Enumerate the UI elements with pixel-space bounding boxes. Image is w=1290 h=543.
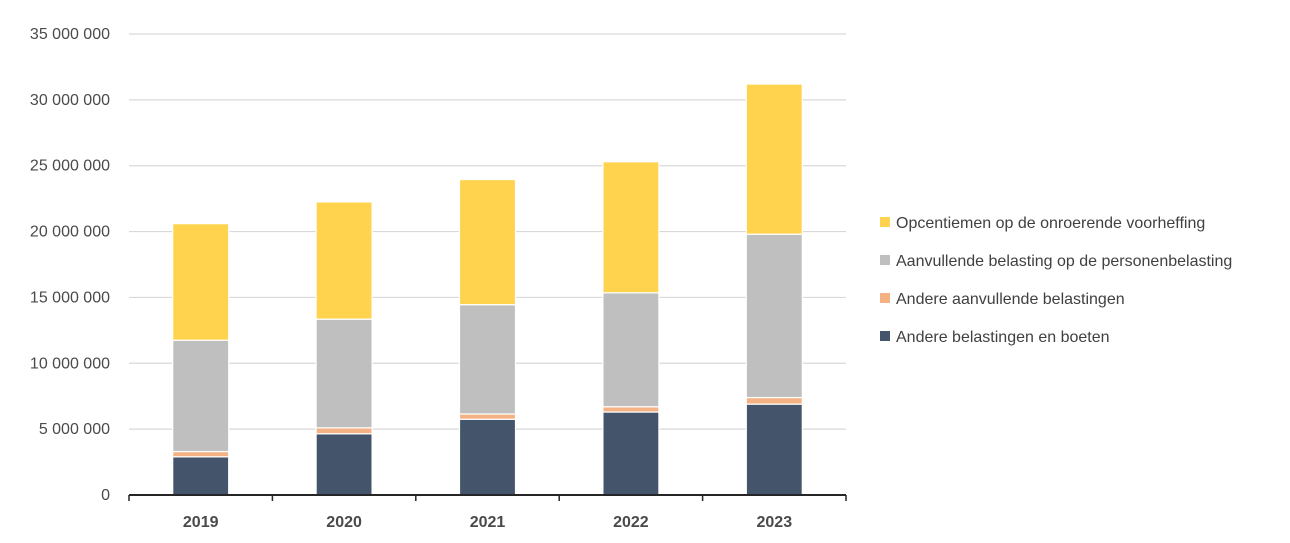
bar-segment-andere-belastingen-en-boeten-2022: [602, 411, 660, 496]
bar-segment-aanvullende-belasting-op-de-personenbelasting-2020: [315, 318, 373, 429]
bar-segment-opcentiemen-op-de-onroerende-voorheffing-2023: [745, 83, 803, 235]
bar-segment-andere-belastingen-en-boeten-2021: [458, 418, 517, 496]
bar-segment-aanvullende-belasting-op-de-personenbelasting-2019: [172, 339, 230, 453]
y-tick-label: 35 000 000: [30, 26, 110, 43]
bars: [172, 83, 803, 496]
x-tick-label: 2021: [470, 514, 506, 531]
legend-label-aanvullende-belasting-op-de-personenbelasting: Aanvullende belasting op de personenbela…: [896, 253, 1232, 270]
y-tick-label: 30 000 000: [30, 92, 110, 109]
y-tick-label: 10 000 000: [30, 355, 110, 372]
legend-swatch-andere-aanvullende-belastingen: [880, 293, 890, 303]
y-tick-label: 20 000 000: [30, 224, 110, 241]
x-tick-label: 2022: [613, 514, 649, 531]
bar-segment-opcentiemen-op-de-onroerende-voorheffing-2022: [602, 161, 660, 294]
y-tick-label: 15 000 000: [30, 289, 110, 306]
bar-segment-aanvullende-belasting-op-de-personenbelasting-2022: [602, 292, 660, 408]
x-tick-label: 2023: [757, 514, 793, 531]
bar-segment-opcentiemen-op-de-onroerende-voorheffing-2019: [172, 223, 230, 341]
legend-swatch-aanvullende-belasting-op-de-personenbelasting: [880, 255, 890, 265]
y-tick-label: 0: [101, 487, 110, 504]
bar-segment-andere-aanvullende-belastingen-2023: [745, 396, 803, 405]
y-tick-label: 5 000 000: [39, 421, 110, 438]
bar-segment-andere-aanvullende-belastingen-2021: [458, 413, 517, 420]
bar-segment-opcentiemen-op-de-onroerende-voorheffing-2021: [458, 178, 517, 306]
legend-swatch-opcentiemen-op-de-onroerende-voorheffing: [880, 217, 890, 227]
bar-segment-andere-belastingen-en-boeten-2023: [745, 403, 803, 496]
legend-label-opcentiemen-op-de-onroerende-voorheffing: Opcentiemen op de onroerende voorheffing: [896, 215, 1205, 232]
bar-segment-andere-belastingen-en-boeten-2019: [172, 456, 230, 496]
x-tick-label: 2019: [183, 514, 219, 531]
bar-segment-andere-belastingen-en-boeten-2020: [315, 433, 373, 496]
legend-label-andere-belastingen-en-boeten: Andere belastingen en boeten: [896, 329, 1110, 346]
axes: 0 5 000 000 10 000 000 15 000 000 20 000 000…: [30, 26, 847, 531]
legend: Opcentiemen op de onroerende voorheffing…: [880, 215, 1232, 346]
bar-segment-aanvullende-belasting-op-de-personenbelasting-2021: [458, 304, 517, 415]
bar-segment-andere-aanvullende-belastingen-2019: [172, 450, 230, 458]
x-tick-label: 2020: [326, 514, 362, 531]
bar-segment-andere-aanvullende-belastingen-2022: [602, 406, 660, 413]
bar-segment-aanvullende-belasting-op-de-personenbelasting-2023: [745, 233, 803, 399]
bar-segment-opcentiemen-op-de-onroerende-voorheffing-2020: [315, 201, 373, 320]
legend-label-andere-aanvullende-belastingen: Andere aanvullende belastingen: [896, 291, 1125, 308]
legend-swatch-andere-belastingen-en-boeten: [880, 331, 890, 341]
bar-segment-andere-aanvullende-belastingen-2020: [315, 427, 373, 435]
y-tick-label: 25 000 000: [30, 158, 110, 175]
